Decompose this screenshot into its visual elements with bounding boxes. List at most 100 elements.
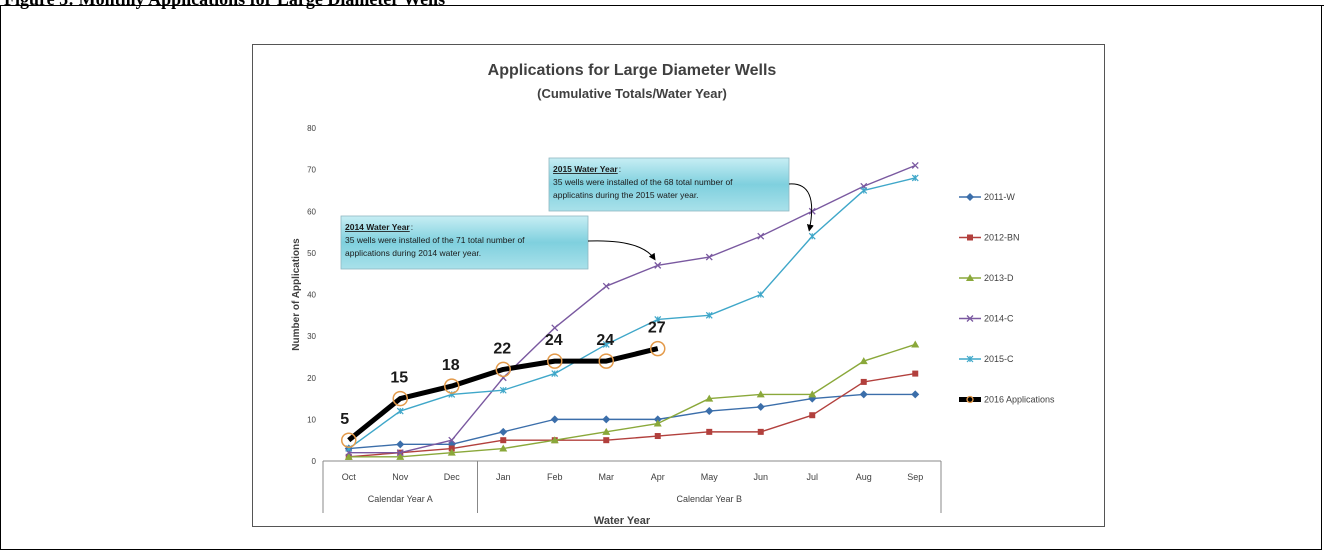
chart-frame: Applications for Large Diameter Wells (Cu… — [252, 44, 1105, 527]
x-tick-label-mar: Mar — [599, 472, 615, 482]
point-2016-applications-feb — [547, 353, 563, 369]
point-2011-w-jun — [756, 402, 765, 411]
point-2011-w-aug — [859, 390, 868, 399]
callout-heading-2014-water-year: 2014 Water Year — [345, 222, 410, 232]
legend-label-2011-w: 2011-W — [984, 192, 1015, 202]
point-2015-c-jan — [499, 386, 507, 394]
point-2013-d-jun — [756, 390, 765, 398]
point-2011-w-mar — [602, 415, 611, 424]
point-2014-c-nov — [396, 449, 404, 457]
series-line-2016-applications — [347, 346, 659, 443]
legend-label-2015-c: 2015-C — [984, 354, 1014, 364]
x-tick-label-jan: Jan — [496, 472, 511, 482]
point-2013-d-may — [705, 394, 714, 402]
x-group-label-calendar-year-b: Calendar Year B — [676, 494, 742, 504]
y-tick-label-30: 30 — [307, 332, 316, 341]
callout-line1-2014-water-year: 35 wells were installed of the 71 total … — [345, 235, 525, 245]
series-line-2015-c — [348, 177, 916, 450]
point-2016-applications-apr — [650, 340, 666, 357]
y-tick-label-20: 20 — [307, 374, 316, 383]
legend-label-2013-d: 2013-D — [984, 273, 1014, 283]
point-2014-c-mar — [602, 282, 610, 290]
callout-line2-2015-water-year: applicatins during the 2015 water year. — [553, 190, 699, 200]
point-2015-c-sep — [911, 174, 919, 182]
point-2015-c-nov — [396, 407, 404, 415]
legend-label-2014-c: 2014-C — [984, 314, 1014, 324]
legend-marker-2015-c — [966, 355, 974, 363]
point-2015-c-jun — [757, 291, 765, 298]
data-label-jan: 22 — [493, 340, 511, 357]
point-2012-bn-apr — [654, 433, 661, 440]
y-axis-label: Number of Applications — [291, 238, 302, 351]
point-2015-c-feb — [551, 370, 559, 378]
point-2013-d-mar — [602, 427, 611, 435]
data-label-apr: 27 — [648, 320, 666, 337]
data-label-dec: 18 — [442, 357, 460, 374]
x-tick-label-nov: Nov — [392, 472, 409, 482]
point-2014-c-apr — [654, 261, 662, 269]
point-2011-w-apr — [653, 415, 662, 424]
x-tick-label-feb: Feb — [547, 472, 563, 482]
line-chart: Applications for Large Diameter Wells (Cu… — [291, 62, 1055, 527]
point-2011-w-feb — [550, 415, 559, 424]
point-2011-w-may — [705, 407, 714, 416]
page-header: Figure 5: Monthly Applications for Large… — [0, 0, 1324, 12]
point-2012-bn-dec — [448, 445, 455, 452]
series-line-2013-d — [348, 343, 916, 458]
point-2012-bn-jun — [757, 428, 764, 435]
y-tick-label-10: 10 — [307, 415, 316, 424]
y-tick-label-70: 70 — [307, 166, 316, 175]
callout-arrow-2015-water-year — [788, 183, 814, 232]
point-2011-w-sep — [911, 390, 920, 399]
point-2012-bn-jan — [500, 437, 507, 444]
point-2013-d-sep — [911, 340, 920, 348]
point-2013-d-oct — [344, 452, 353, 460]
x-tick-label-oct: Oct — [342, 472, 357, 482]
point-2016-applications-oct — [341, 432, 357, 448]
point-2013-d-jan — [499, 444, 508, 452]
point-2013-d-apr — [653, 419, 662, 427]
data-label-feb: 24 — [545, 332, 563, 349]
point-2012-bn-may — [706, 428, 713, 435]
point-2011-w-nov — [396, 440, 405, 449]
page-heading: Figure 5: Monthly Applications for Large… — [4, 0, 445, 10]
y-tick-label-80: 80 — [307, 124, 316, 133]
point-2014-c-sep — [911, 162, 919, 169]
y-tick-label-0: 0 — [312, 457, 317, 466]
point-2013-d-nov — [396, 452, 405, 460]
data-label-mar: 24 — [596, 332, 614, 349]
legend-marker-2012-bn — [967, 234, 973, 241]
point-2013-d-feb — [550, 436, 559, 444]
data-label-oct: 5 — [340, 411, 349, 428]
callout-box-2014-water-year — [340, 215, 589, 270]
y-tick-label-60: 60 — [307, 207, 316, 216]
legend-marker-2014-c — [966, 315, 974, 322]
callout-box-2015-water-year — [548, 157, 790, 212]
callout-arrow-2014-water-year — [587, 240, 656, 261]
series-line-2012-bn — [348, 372, 916, 458]
x-tick-label-sep: Sep — [907, 472, 923, 482]
chart-subtitle: (Cumulative Totals/Water Year) — [537, 86, 727, 101]
point-2014-c-feb — [551, 324, 559, 332]
point-2015-c-apr — [654, 316, 662, 323]
point-2015-c-mar — [602, 341, 610, 348]
legend-label-2012-bn: 2012-BN — [984, 233, 1020, 243]
callout-line2-2014-water-year: applications during 2014 water year. — [345, 248, 481, 258]
x-tick-label-may: May — [701, 472, 719, 482]
point-2016-applications-nov — [392, 390, 408, 407]
x-tick-label-jun: Jun — [753, 472, 768, 482]
point-2015-c-aug — [860, 187, 868, 194]
point-2016-applications-jan — [495, 361, 511, 378]
point-2012-bn-sep — [912, 370, 919, 377]
point-2015-c-may — [705, 311, 713, 319]
legend-marker-2011-w — [966, 193, 974, 201]
x-tick-label-aug: Aug — [856, 472, 872, 482]
figure-frame — [0, 5, 1322, 550]
point-2013-d-aug — [859, 357, 868, 365]
point-2014-c-jul — [808, 207, 816, 215]
callout-colon-2014-water-year: : — [411, 222, 413, 232]
point-2011-w-jan — [499, 427, 508, 436]
x-tick-label-apr: Apr — [651, 472, 665, 482]
chart-title: Applications for Large Diameter Wells — [488, 62, 777, 79]
header-rule — [0, 5, 1324, 6]
